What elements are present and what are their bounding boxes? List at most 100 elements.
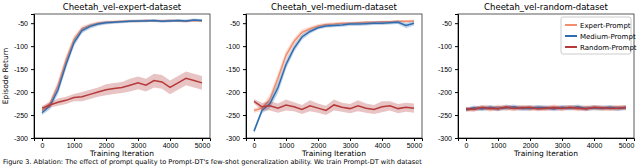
plot-frame	[34, 14, 210, 138]
x-tick-label: 1000	[67, 142, 83, 149]
y-tick-mark	[243, 46, 246, 47]
y-tick-label: -150	[14, 66, 28, 73]
y-tick-mark	[455, 138, 458, 139]
x-tick-label: 1000	[491, 142, 507, 149]
y-tick-label: -50	[442, 20, 452, 27]
y-tick: -150	[438, 66, 458, 73]
y-tick: -200	[226, 89, 246, 96]
y-tick: -50	[18, 20, 34, 27]
x-tick: 5000	[407, 138, 423, 149]
x-axis-title: Training Iteration	[513, 149, 578, 158]
y-tick-mark	[31, 23, 34, 24]
plot-area	[254, 20, 414, 134]
chart-title: Cheetah_vel-expert-dataset	[63, 2, 182, 12]
plot-area	[42, 19, 202, 115]
y-axis-line	[31, 15, 35, 139]
x-tick-mark	[286, 138, 287, 141]
x-axis: 010002000300040005000	[35, 138, 211, 149]
y-tick-label: -100	[226, 43, 240, 50]
x-tick-label: 4000	[375, 142, 391, 149]
error-band	[254, 99, 414, 115]
y-tick: -100	[14, 43, 34, 50]
x-tick: 1000	[67, 138, 83, 149]
y-tick-mark	[455, 92, 458, 93]
x-tick-label: 5000	[619, 142, 635, 149]
y-tick: -150	[14, 66, 34, 73]
figure: 0 1000 2000 3000 4000 5000 -300 -250 -200 -150 -10…	[0, 0, 640, 167]
x-tick-mark	[414, 138, 415, 141]
y-tick: -50	[442, 20, 458, 27]
y-tick-mark	[455, 115, 458, 116]
x-tick-label: 0	[465, 142, 469, 149]
y-tick-label: -250	[438, 112, 452, 119]
y-tick-label: -250	[226, 112, 240, 119]
x-tick-mark	[318, 138, 319, 141]
x-tick-mark	[594, 138, 595, 141]
y-tick-mark	[243, 138, 246, 139]
y-tick: -200	[14, 89, 34, 96]
error-band	[42, 19, 202, 113]
legend: Expert-PromptMedium-PromptRandom-Prompt	[561, 17, 637, 54]
y-tick: -250	[226, 112, 246, 119]
x-tick: 4000	[587, 138, 603, 149]
x-tick-mark	[138, 138, 139, 141]
x-tick: 0	[465, 138, 469, 149]
y-tick-mark	[243, 69, 246, 70]
x-tick: 0	[41, 138, 45, 149]
legend-swatch	[565, 46, 577, 48]
x-tick-mark	[382, 138, 383, 141]
x-tick: 1000	[491, 138, 507, 149]
y-tick: -300	[438, 135, 458, 142]
y-axis-line	[243, 15, 247, 139]
legend-label: Expert-Prompt	[580, 22, 631, 30]
y-tick-mark	[31, 69, 34, 70]
y-tick-label: -200	[226, 89, 240, 96]
y-tick-label: -50	[230, 20, 240, 27]
x-tick: 2000	[311, 138, 327, 149]
error-band	[42, 71, 202, 110]
x-tick-mark	[74, 138, 75, 141]
x-tick: 4000	[375, 138, 391, 149]
y-tick: -300	[14, 135, 34, 142]
caption: Figure 3. Ablation: The effect of prompt…	[3, 158, 422, 166]
x-tick: 3000	[555, 138, 571, 149]
y-tick-label: -100	[14, 43, 28, 50]
x-tick: 2000	[523, 138, 539, 149]
panel: 010002000300040005000-300-250-200-150-10…	[226, 2, 423, 158]
x-tick-label: 0	[253, 142, 257, 149]
x-tick: 5000	[619, 138, 635, 149]
x-tick-mark	[498, 138, 499, 141]
y-tick: -100	[226, 43, 246, 50]
x-axis-title: Training Iteration	[301, 149, 366, 158]
plot-area	[466, 104, 626, 112]
y-tick: -150	[226, 66, 246, 73]
x-tick: 2000	[99, 138, 115, 149]
series-line	[254, 21, 414, 111]
panel: 010002000300040005000-300-250-200-150-10…	[438, 2, 637, 158]
y-tick: -50	[230, 20, 246, 27]
legend-swatch	[565, 35, 577, 37]
x-tick-mark	[106, 138, 107, 141]
x-tick-label: 1000	[279, 142, 295, 149]
y-tick-label: -150	[438, 66, 452, 73]
legend-label: Medium-Prompt	[580, 33, 636, 41]
y-tick: -250	[438, 112, 458, 119]
y-tick-label: -150	[226, 66, 240, 73]
series-line	[254, 22, 414, 131]
y-tick-label: -200	[14, 89, 28, 96]
x-axis-title: Training Iteration	[89, 149, 154, 158]
x-tick-label: 5000	[195, 142, 211, 149]
x-tick-label: 0	[41, 142, 45, 149]
x-axis: 0 1000 2000 3000 4000 5000	[459, 138, 635, 149]
error-band	[466, 104, 626, 112]
error-band	[42, 19, 202, 115]
y-tick-mark	[31, 138, 34, 139]
x-tick-mark	[254, 138, 255, 141]
y-tick-label: -300	[438, 135, 452, 142]
y-tick-mark	[31, 46, 34, 47]
error-band	[254, 20, 414, 113]
y-tick-label: -200	[438, 89, 452, 96]
y-tick-mark	[243, 115, 246, 116]
panel: 010002000300040005000-300-250-200-150-10…	[1, 2, 211, 158]
y-tick-mark	[31, 115, 34, 116]
